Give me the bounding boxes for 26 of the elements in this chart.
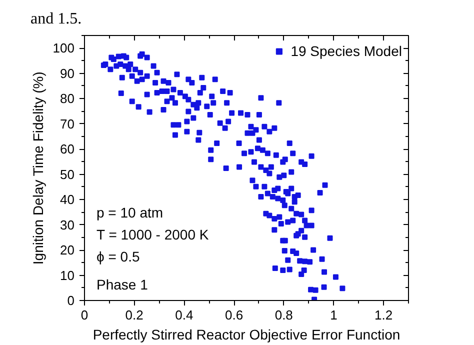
- annotation: ϕ = 0.5: [96, 248, 140, 264]
- legend-label: 19 Species Model: [290, 43, 402, 59]
- y-tick-label: 40: [60, 192, 75, 208]
- y-tick-label: 50: [60, 166, 75, 182]
- y-tick-label: 70: [60, 116, 75, 132]
- x-tick-label: 1.2: [374, 308, 393, 322]
- x-tick-label: 0: [80, 308, 88, 322]
- annotation: T = 1000 - 2000 K: [96, 226, 210, 242]
- annotation: p = 10 atm: [96, 204, 164, 220]
- x-tick-label: 1: [330, 308, 338, 322]
- text: and 1.5.: [30, 10, 82, 28]
- y-tick-label: 60: [60, 142, 75, 157]
- y-tick-label: 30: [60, 217, 75, 232]
- y-tick-label: 10: [60, 268, 75, 283]
- x-axis-title: Perfectly Stirred Reactor Objective Error Function: [92, 326, 400, 342]
- y-tick-label: 80: [60, 91, 75, 106]
- x-tick-label: 0.6: [225, 308, 244, 322]
- y-axis-title: Ignition Delay Time Fidelity (%): [30, 72, 46, 265]
- y-tick-label: 100: [52, 40, 75, 56]
- x-tick-label: 0.2: [125, 308, 144, 322]
- y-tick-label: 20: [60, 242, 75, 258]
- x-tick-label: 0.8: [274, 308, 293, 322]
- y-tick-label: 0: [67, 293, 75, 308]
- x-tick-label: 0.4: [175, 308, 194, 322]
- annotation: Phase 1: [96, 276, 148, 292]
- y-tick-label: 90: [60, 66, 75, 81]
